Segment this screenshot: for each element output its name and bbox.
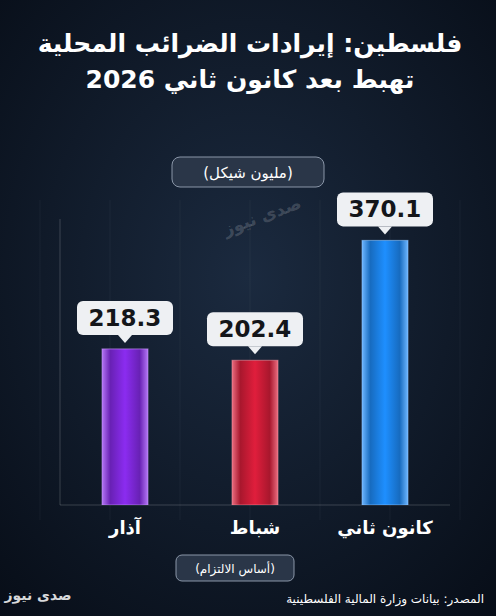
title: فلسطين: إيرادات الضرائب المحلية xyxy=(38,29,463,59)
watermark: صدى نيوز xyxy=(219,193,304,241)
bar xyxy=(232,360,278,505)
chart: فلسطين: إيرادات الضرائب المحلية تهبط بعد … xyxy=(0,0,496,616)
y-axis-line xyxy=(60,219,61,505)
data-label-box xyxy=(337,192,433,226)
title: تهبط بعد كانون ثاني 2026 xyxy=(86,65,415,95)
bar xyxy=(102,349,148,505)
bars xyxy=(102,240,408,505)
data-label: 218.3 xyxy=(89,305,162,331)
data-label-box xyxy=(77,301,173,335)
note: (أساس الالتزام) xyxy=(195,561,275,577)
data-label: 202.4 xyxy=(219,316,292,342)
x-tick-label: شباط xyxy=(230,517,281,538)
data-label: 370.1 xyxy=(349,196,422,222)
data-label-pointer xyxy=(378,226,392,234)
data-label-pointer xyxy=(118,335,132,343)
data-label-box xyxy=(207,312,303,346)
source: المصدر: بيانات وزارة المالية الفلسطينية xyxy=(286,592,484,607)
x-tick-label: كانون ثاني xyxy=(337,517,433,539)
logo: صدى نيوز xyxy=(3,587,71,604)
data-label-pointer xyxy=(248,346,262,354)
note-box xyxy=(176,555,294,581)
decor-line xyxy=(180,200,181,520)
subtitle: (مليون شيكل) xyxy=(203,164,293,182)
decor-line xyxy=(40,200,41,520)
decor-line xyxy=(460,200,461,520)
decor-line xyxy=(320,200,321,520)
x-tick-label: آذار xyxy=(108,516,142,538)
bar xyxy=(362,240,408,505)
subtitle-box xyxy=(172,157,324,187)
background xyxy=(0,0,496,616)
